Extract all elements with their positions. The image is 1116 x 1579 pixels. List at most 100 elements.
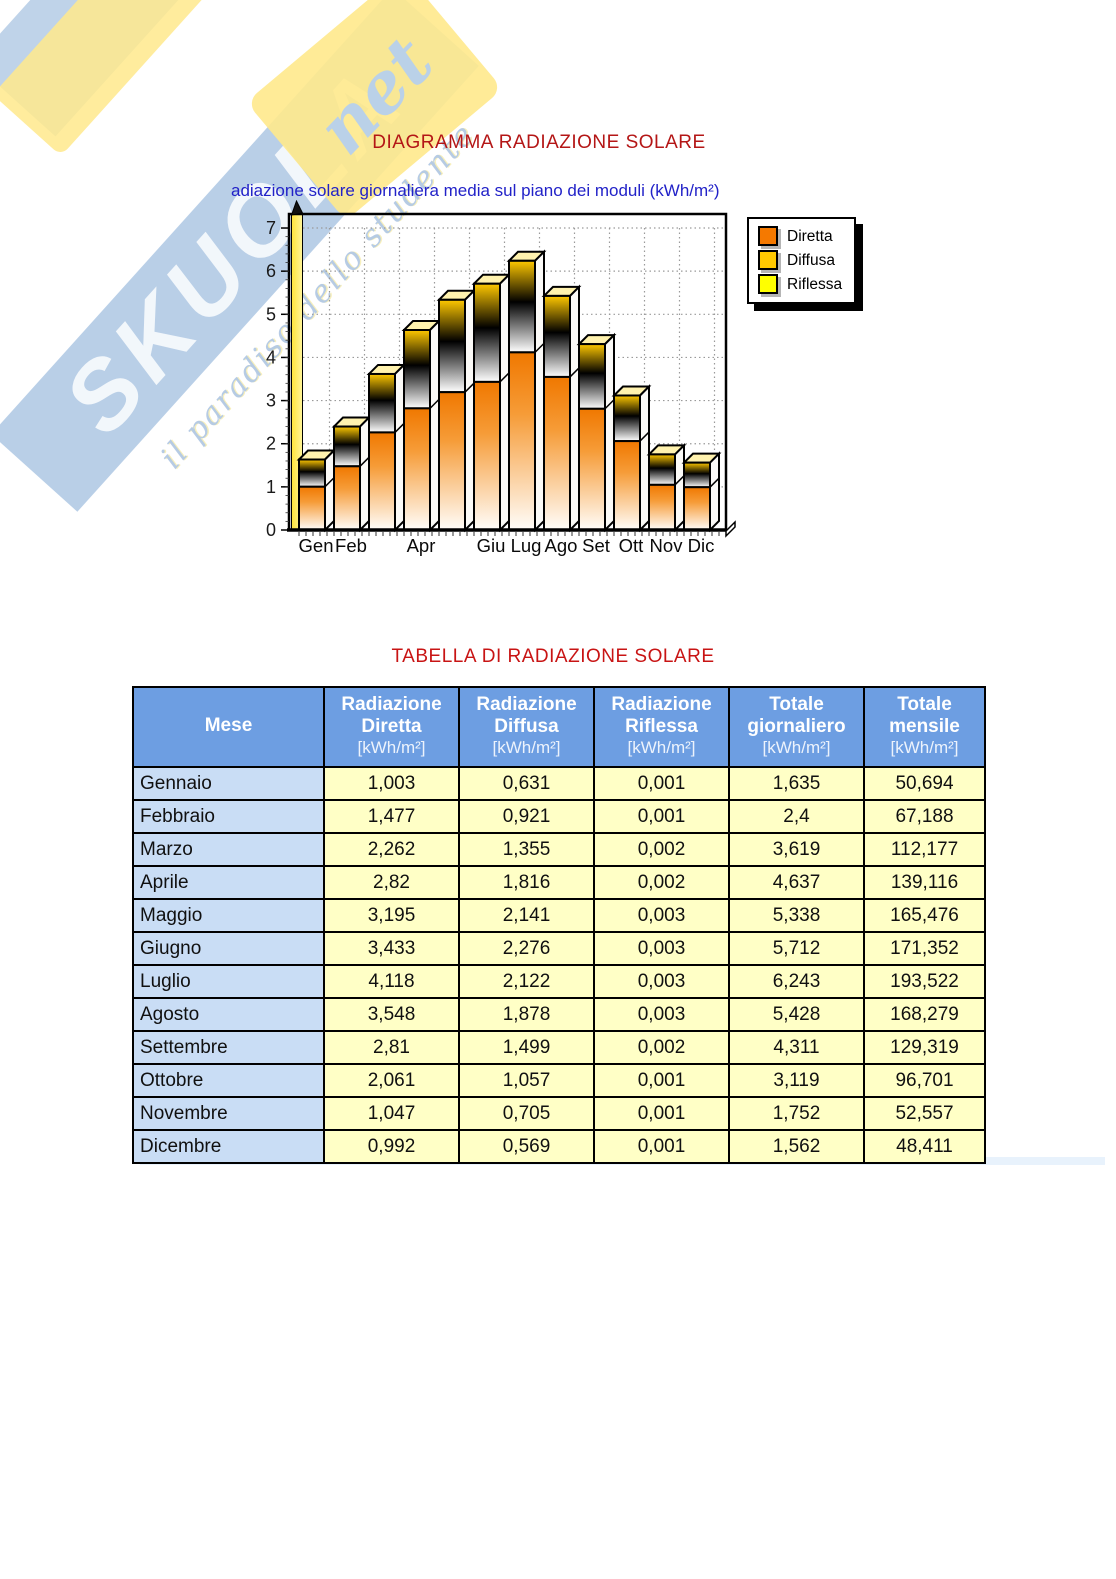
bar-diretta-febbraio: [333, 465, 361, 532]
month-cell: Marzo: [132, 832, 325, 867]
y-axis-arrow-icon: [290, 200, 304, 216]
value-cell: 0,002: [593, 1030, 730, 1065]
value-cell: 67,188: [863, 799, 986, 834]
value-cell: 1,878: [458, 997, 595, 1032]
value-cell: 0,569: [458, 1129, 595, 1164]
bar-diffusa-novembre: [648, 453, 676, 486]
y-tick-label: 2: [266, 434, 276, 454]
bar-diretta-maggio: [438, 391, 466, 531]
bar-diretta-dicembre: [683, 486, 711, 531]
value-cell: 171,352: [863, 931, 986, 966]
month-cell: Febbraio: [132, 799, 325, 834]
value-cell: 193,522: [863, 964, 986, 999]
x-tick-label-ago: Ago: [545, 535, 578, 556]
value-cell: 0,001: [593, 799, 730, 834]
value-cell: 1,635: [728, 766, 865, 801]
bar-side-divider-dicembre: [709, 477, 720, 488]
month-cell: Gennaio: [132, 766, 325, 801]
diffusa-swatch-icon: [758, 250, 778, 270]
value-cell: 1,499: [458, 1030, 595, 1065]
bar-side-face-ottobre: [639, 384, 650, 533]
x-tick-label-nov: Nov: [650, 535, 684, 556]
value-cell: 0,001: [593, 1129, 730, 1164]
y-tick-label: 5: [266, 304, 276, 324]
table-row-febbraio: Febbraio 1,477 0,921 0,001 2,4 67,188: [132, 799, 986, 834]
bar-side-face-agosto: [569, 284, 580, 533]
value-cell: 4,311: [728, 1030, 865, 1065]
bar-diffusa-febbraio: [333, 425, 361, 468]
value-cell: 0,631: [458, 766, 595, 801]
value-cell: 0,003: [593, 964, 730, 999]
bar-diretta-aprile: [403, 407, 431, 531]
value-cell: 50,694: [863, 766, 986, 801]
bar-diffusa-agosto: [543, 294, 571, 378]
legend-item-diretta: Diretta: [758, 226, 842, 246]
table-row-aprile: Aprile 2,82 1,816 0,002 4,637 139,116: [132, 865, 986, 900]
bar-side-divider-luglio: [534, 342, 545, 353]
bar-diretta-gennaio: [298, 485, 326, 532]
value-cell: 2,061: [323, 1063, 460, 1098]
value-cell: 168,279: [863, 997, 986, 1032]
column-header-totale-mensile: Totale mensile [kWh/m²]: [863, 686, 986, 768]
bar-diretta-agosto: [543, 375, 571, 531]
bar-side-face-gennaio: [324, 448, 335, 533]
legend-label: Riflessa: [787, 275, 843, 293]
floor-end-cap: [725, 520, 736, 538]
value-cell: 2,276: [458, 931, 595, 966]
y-tick-label: 6: [266, 261, 276, 281]
value-cell: 2,82: [323, 865, 460, 900]
value-cell: 3,119: [728, 1063, 865, 1098]
value-cell: 3,619: [728, 832, 865, 867]
y-tick-label: 1: [266, 477, 276, 497]
value-cell: 0,921: [458, 799, 595, 834]
month-cell: Giugno: [132, 931, 325, 966]
table-row-maggio: Maggio 3,195 2,141 0,003 5,338 165,476: [132, 898, 986, 933]
table-row-marzo: Marzo 2,262 1,355 0,002 3,619 112,177: [132, 832, 986, 867]
value-cell: 48,411: [863, 1129, 986, 1164]
value-cell: 5,712: [728, 931, 865, 966]
x-tick-label-feb: Feb: [335, 535, 367, 556]
y-tick-label: 4: [266, 347, 276, 367]
chart-subtitle: adiazione solare giornaliera media sul p…: [231, 181, 720, 200]
bar-diretta-luglio: [508, 351, 536, 531]
x-tick-label-ott: Ott: [619, 535, 644, 556]
bar-side-face-luglio: [534, 249, 545, 533]
value-cell: 52,557: [863, 1096, 986, 1131]
bar-diretta-ottobre: [613, 440, 641, 531]
value-cell: 2,81: [323, 1030, 460, 1065]
value-cell: 165,476: [863, 898, 986, 933]
table-row-dicembre: Dicembre 0,992 0,569 0,001 1,562 48,411: [132, 1129, 986, 1164]
value-cell: 112,177: [863, 832, 986, 867]
y-tick-label: 3: [266, 391, 276, 411]
table-row-ottobre: Ottobre 2,061 1,057 0,001 3,119 96,701: [132, 1063, 986, 1098]
watermark-band-corner: [0, 0, 277, 137]
value-cell: 0,705: [458, 1096, 595, 1131]
month-cell: Aprile: [132, 865, 325, 900]
value-cell: 0,003: [593, 931, 730, 966]
bar-diffusa-settembre: [578, 343, 606, 410]
month-cell: Luglio: [132, 964, 325, 999]
chart-legend: Diretta Diffusa Riflessa: [747, 217, 857, 304]
x-tick-label-dic: Dic: [688, 535, 715, 556]
month-cell: Agosto: [132, 997, 325, 1032]
value-cell: 1,752: [728, 1096, 865, 1131]
column-header-mese: Mese: [132, 686, 325, 768]
y-tick-label: 7: [266, 218, 276, 238]
bar-diffusa-marzo: [368, 372, 396, 434]
bar-diffusa-luglio: [508, 259, 536, 354]
value-cell: 0,003: [593, 898, 730, 933]
value-cell: 4,637: [728, 865, 865, 900]
chart-title: DIAGRAMMA RADIAZIONE SOLARE: [372, 132, 706, 153]
value-cell: 0,992: [323, 1129, 460, 1164]
bar-side-face-settembre: [604, 332, 615, 533]
bar-diretta-giugno: [473, 380, 501, 531]
x-tick-label-giu: Giu: [477, 535, 506, 556]
value-cell: 0,001: [593, 1063, 730, 1098]
column-header-radiazione-diretta: Radiazione Diretta [kWh/m²]: [323, 686, 460, 768]
value-cell: 0,003: [593, 997, 730, 1032]
value-cell: 0,001: [593, 1096, 730, 1131]
table-row-giugno: Giugno 3,433 2,276 0,003 5,712 171,352: [132, 931, 986, 966]
value-cell: 0,002: [593, 832, 730, 867]
bar-side-divider-settembre: [604, 399, 615, 410]
month-cell: Ottobre: [132, 1063, 325, 1098]
